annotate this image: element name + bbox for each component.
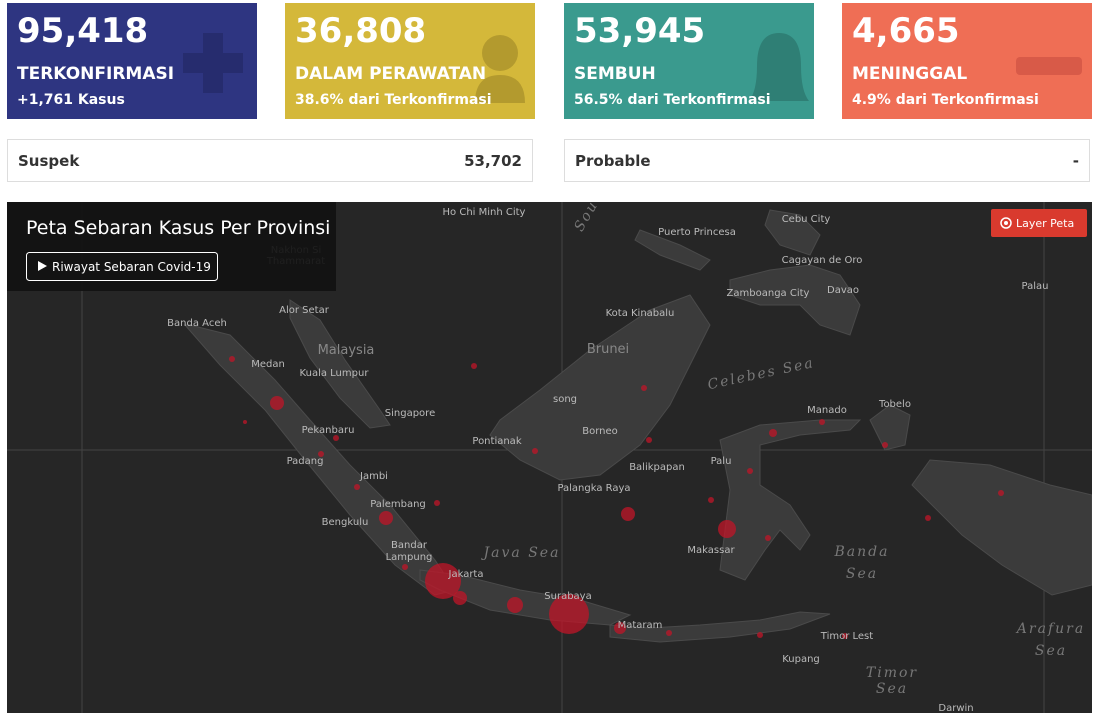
card-sub: 4.9% dari Terkonfirmasi: [852, 92, 1039, 108]
place-label: Cagayan de Oro: [782, 255, 863, 266]
card-label: SEMBUH: [574, 64, 656, 84]
card-deaths: 4,665 MENINGGAL 4.9% dari Terkonfirmasi: [842, 3, 1092, 119]
place-label: Brunei: [587, 342, 629, 357]
place-label: Sea: [876, 681, 908, 697]
place-label: Puerto Princesa: [658, 227, 736, 238]
place-label: Alor Setar: [279, 305, 330, 316]
history-button[interactable]: Riwayat Sebaran Covid-19: [26, 252, 218, 281]
summary-label: Probable: [575, 152, 651, 170]
place-label: Kupang: [782, 654, 820, 665]
card-label: DALAM PERAWATAN: [295, 64, 487, 84]
place-label: Timor: [866, 665, 918, 681]
card-value: 4,665: [852, 11, 960, 51]
card-value: 95,418: [17, 11, 149, 51]
place-label: Padang: [287, 456, 324, 467]
summary-label: Suspek: [18, 152, 80, 170]
summary-value: 53,702: [464, 152, 522, 170]
place-label: Bengkulu: [322, 517, 369, 528]
place-label: Kuala Lumpur: [300, 368, 370, 379]
place-label: Balikpapan: [629, 462, 685, 473]
card-treated: 36,808 DALAM PERAWATAN 38.6% dari Terkon…: [285, 3, 535, 119]
place-label: Pekanbaru: [302, 425, 355, 436]
place-label: Medan: [251, 359, 285, 370]
place-label: Surabaya: [544, 591, 591, 602]
card-sub: +1,761 Kasus: [17, 92, 125, 108]
place-label: Mataram: [618, 620, 663, 631]
map: Ho Chi Minh City Puerto Princesa Cebu City…: [7, 202, 1092, 713]
place-label: Singapore: [385, 408, 435, 419]
place-label: Sea: [846, 566, 878, 582]
card-sub: 56.5% dari Terkonfirmasi: [574, 92, 771, 108]
land: [183, 209, 1092, 643]
place-label: Tobelo: [878, 399, 911, 410]
place-label: Arafura: [1015, 621, 1085, 637]
place-label: Makassar: [687, 545, 735, 556]
place-label: Palau: [1022, 281, 1049, 292]
title-overlay: [7, 202, 336, 291]
place-label: Palu: [711, 456, 732, 467]
icon-minus: [1016, 57, 1082, 75]
place-label: Jambi: [359, 471, 388, 482]
place-label: Ho Chi Minh City: [443, 207, 526, 218]
place-label: Palangka Raya: [557, 483, 630, 494]
case-circles: [229, 356, 1004, 639]
icon-plus: [183, 33, 243, 93]
place-label: Kota Kinabalu: [606, 308, 675, 319]
probable-box: Probable -: [564, 139, 1090, 182]
summary-value: -: [1072, 152, 1079, 170]
suspect-box: Suspek 53,702: [7, 139, 533, 182]
card-value: 53,945: [574, 11, 706, 51]
icon-person: [475, 35, 525, 103]
place-label: Davao: [827, 285, 859, 296]
place-label: Cebu City: [782, 214, 831, 225]
place-label: Banda: [834, 544, 890, 560]
place-label: Bandar: [391, 540, 428, 551]
card-recovered: 53,945 SEMBUH 56.5% dari Terkonfirmasi: [564, 3, 814, 119]
place-label: Palembang: [370, 499, 426, 510]
place-label: Borneo: [582, 426, 618, 437]
place-label: Manado: [807, 405, 847, 416]
place-label: Darwin: [938, 703, 973, 713]
card-sub: 38.6% dari Terkonfirmasi: [295, 92, 492, 108]
place-label: Jakarta: [448, 569, 484, 580]
layer-button[interactable]: Layer Peta: [991, 209, 1087, 237]
card-confirmed: 95,418 TERKONFIRMASI +1,761 Kasus: [7, 3, 257, 119]
place-label: Malaysia: [318, 343, 375, 358]
place-label: song: [553, 394, 577, 405]
button-text: Riwayat Sebaran Covid-19: [52, 260, 211, 274]
place-label: Pontianak: [472, 436, 521, 447]
icon-bell: [749, 33, 809, 101]
map-title: Peta Sebaran Kasus Per Provinsi: [26, 217, 330, 239]
card-value: 36,808: [295, 11, 427, 51]
card-label: MENINGGAL: [852, 64, 968, 84]
place-label: Java Sea: [481, 545, 561, 561]
place-label: Zamboanga City: [727, 288, 810, 299]
place-label: Sea: [1035, 643, 1067, 659]
place-label: Timor Lest: [820, 631, 873, 642]
place-label: Lampung: [386, 552, 433, 563]
place-label: Banda Aceh: [167, 318, 227, 329]
card-label: TERKONFIRMASI: [17, 64, 175, 84]
button-text: Layer Peta: [1016, 217, 1074, 230]
